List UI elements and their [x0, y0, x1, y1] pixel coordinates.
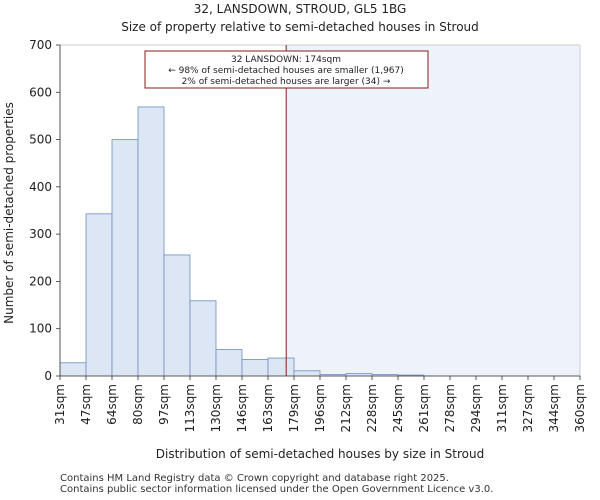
x-tick-label-113sqm: 113sqm: [183, 384, 197, 432]
x-tick-label-228sqm: 228sqm: [365, 384, 379, 432]
x-tick-label-146sqm: 146sqm: [235, 384, 249, 432]
annotation-line-2: ← 98% of semi-detached houses are smalle…: [168, 66, 404, 76]
x-tick-label-212sqm: 212sqm: [339, 384, 353, 432]
y-axis-label: Number of semi-detached properties: [2, 102, 16, 324]
x-tick-label-97sqm: 97sqm: [157, 384, 171, 425]
x-tick-label-261sqm: 261sqm: [417, 384, 431, 432]
x-tick-label-360sqm: 360sqm: [573, 384, 587, 432]
bars: [59, 106, 425, 377]
y-axis: 0 100 200 300 400 500 600 700: [29, 38, 61, 383]
y-tick-label-300: 300: [29, 227, 52, 241]
bar-113sqm: [189, 300, 217, 377]
x-tick-label-245sqm: 245sqm: [391, 384, 405, 432]
x-axis-label: Distribution of semi-detached houses by …: [156, 447, 484, 461]
x-axis: 31sqm 47sqm 64sqm 80sqm 97sqm 113sqm 130sqm 146…: [53, 375, 587, 432]
x-tick-label-47sqm: 47sqm: [79, 384, 93, 425]
annotation-line-3: 2% of semi-detached houses are larger (3…: [182, 77, 391, 87]
x-tick-label-344sqm: 344sqm: [547, 384, 561, 432]
annotation-line-1: 32 LANSDOWN: 174sqm: [231, 55, 341, 65]
x-tick-label-294sqm: 294sqm: [469, 384, 483, 432]
y-tick-label-100: 100: [29, 322, 52, 336]
chart-subtitle: Size of property relative to semi-detach…: [121, 20, 479, 34]
x-tick-label-163sqm: 163sqm: [261, 384, 275, 432]
x-tick-label-278sqm: 278sqm: [443, 384, 457, 432]
x-tick-label-80sqm: 80sqm: [131, 384, 145, 425]
annotation-rect: [144, 50, 429, 89]
x-tick-label-64sqm: 64sqm: [105, 384, 119, 425]
y-tick-label-200: 200: [29, 274, 52, 288]
highlight-region: [286, 45, 580, 376]
bar-80sqm: [137, 106, 165, 377]
bar-31sqm: [59, 362, 87, 377]
y-tick-label-500: 500: [29, 133, 52, 147]
bar-97sqm: [163, 254, 191, 377]
chart-title: 32, LANSDOWN, STROUD, GL5 1BG: [194, 2, 407, 16]
annotation-box: 32 LANSDOWN: 174sqm ← 98% of semi-detach…: [144, 50, 429, 89]
bar-130sqm: [215, 349, 243, 377]
x-tick-label-130sqm: 130sqm: [209, 384, 223, 432]
bar-64sqm: [111, 139, 139, 377]
bar-163sqm: [267, 357, 295, 377]
y-tick-label-400: 400: [29, 180, 52, 194]
x-tick-label-311sqm: 311sqm: [495, 384, 509, 432]
y-tick-label-600: 600: [29, 85, 52, 99]
y-tick-label-0: 0: [44, 369, 52, 383]
x-tick-label-179sqm: 179sqm: [287, 384, 301, 432]
x-tick-label-196sqm: 196sqm: [313, 384, 327, 432]
x-tick-label-327sqm: 327sqm: [521, 384, 535, 432]
x-tick-label-31sqm: 31sqm: [53, 384, 67, 425]
bar-146sqm: [241, 359, 269, 377]
footer-line-1: Contains HM Land Registry data © Crown c…: [60, 473, 449, 484]
bar-179sqm: [293, 370, 321, 377]
footer-line-2: Contains public sector information licen…: [60, 484, 494, 495]
y-tick-label-700: 700: [29, 38, 52, 52]
bar-47sqm: [85, 213, 113, 377]
